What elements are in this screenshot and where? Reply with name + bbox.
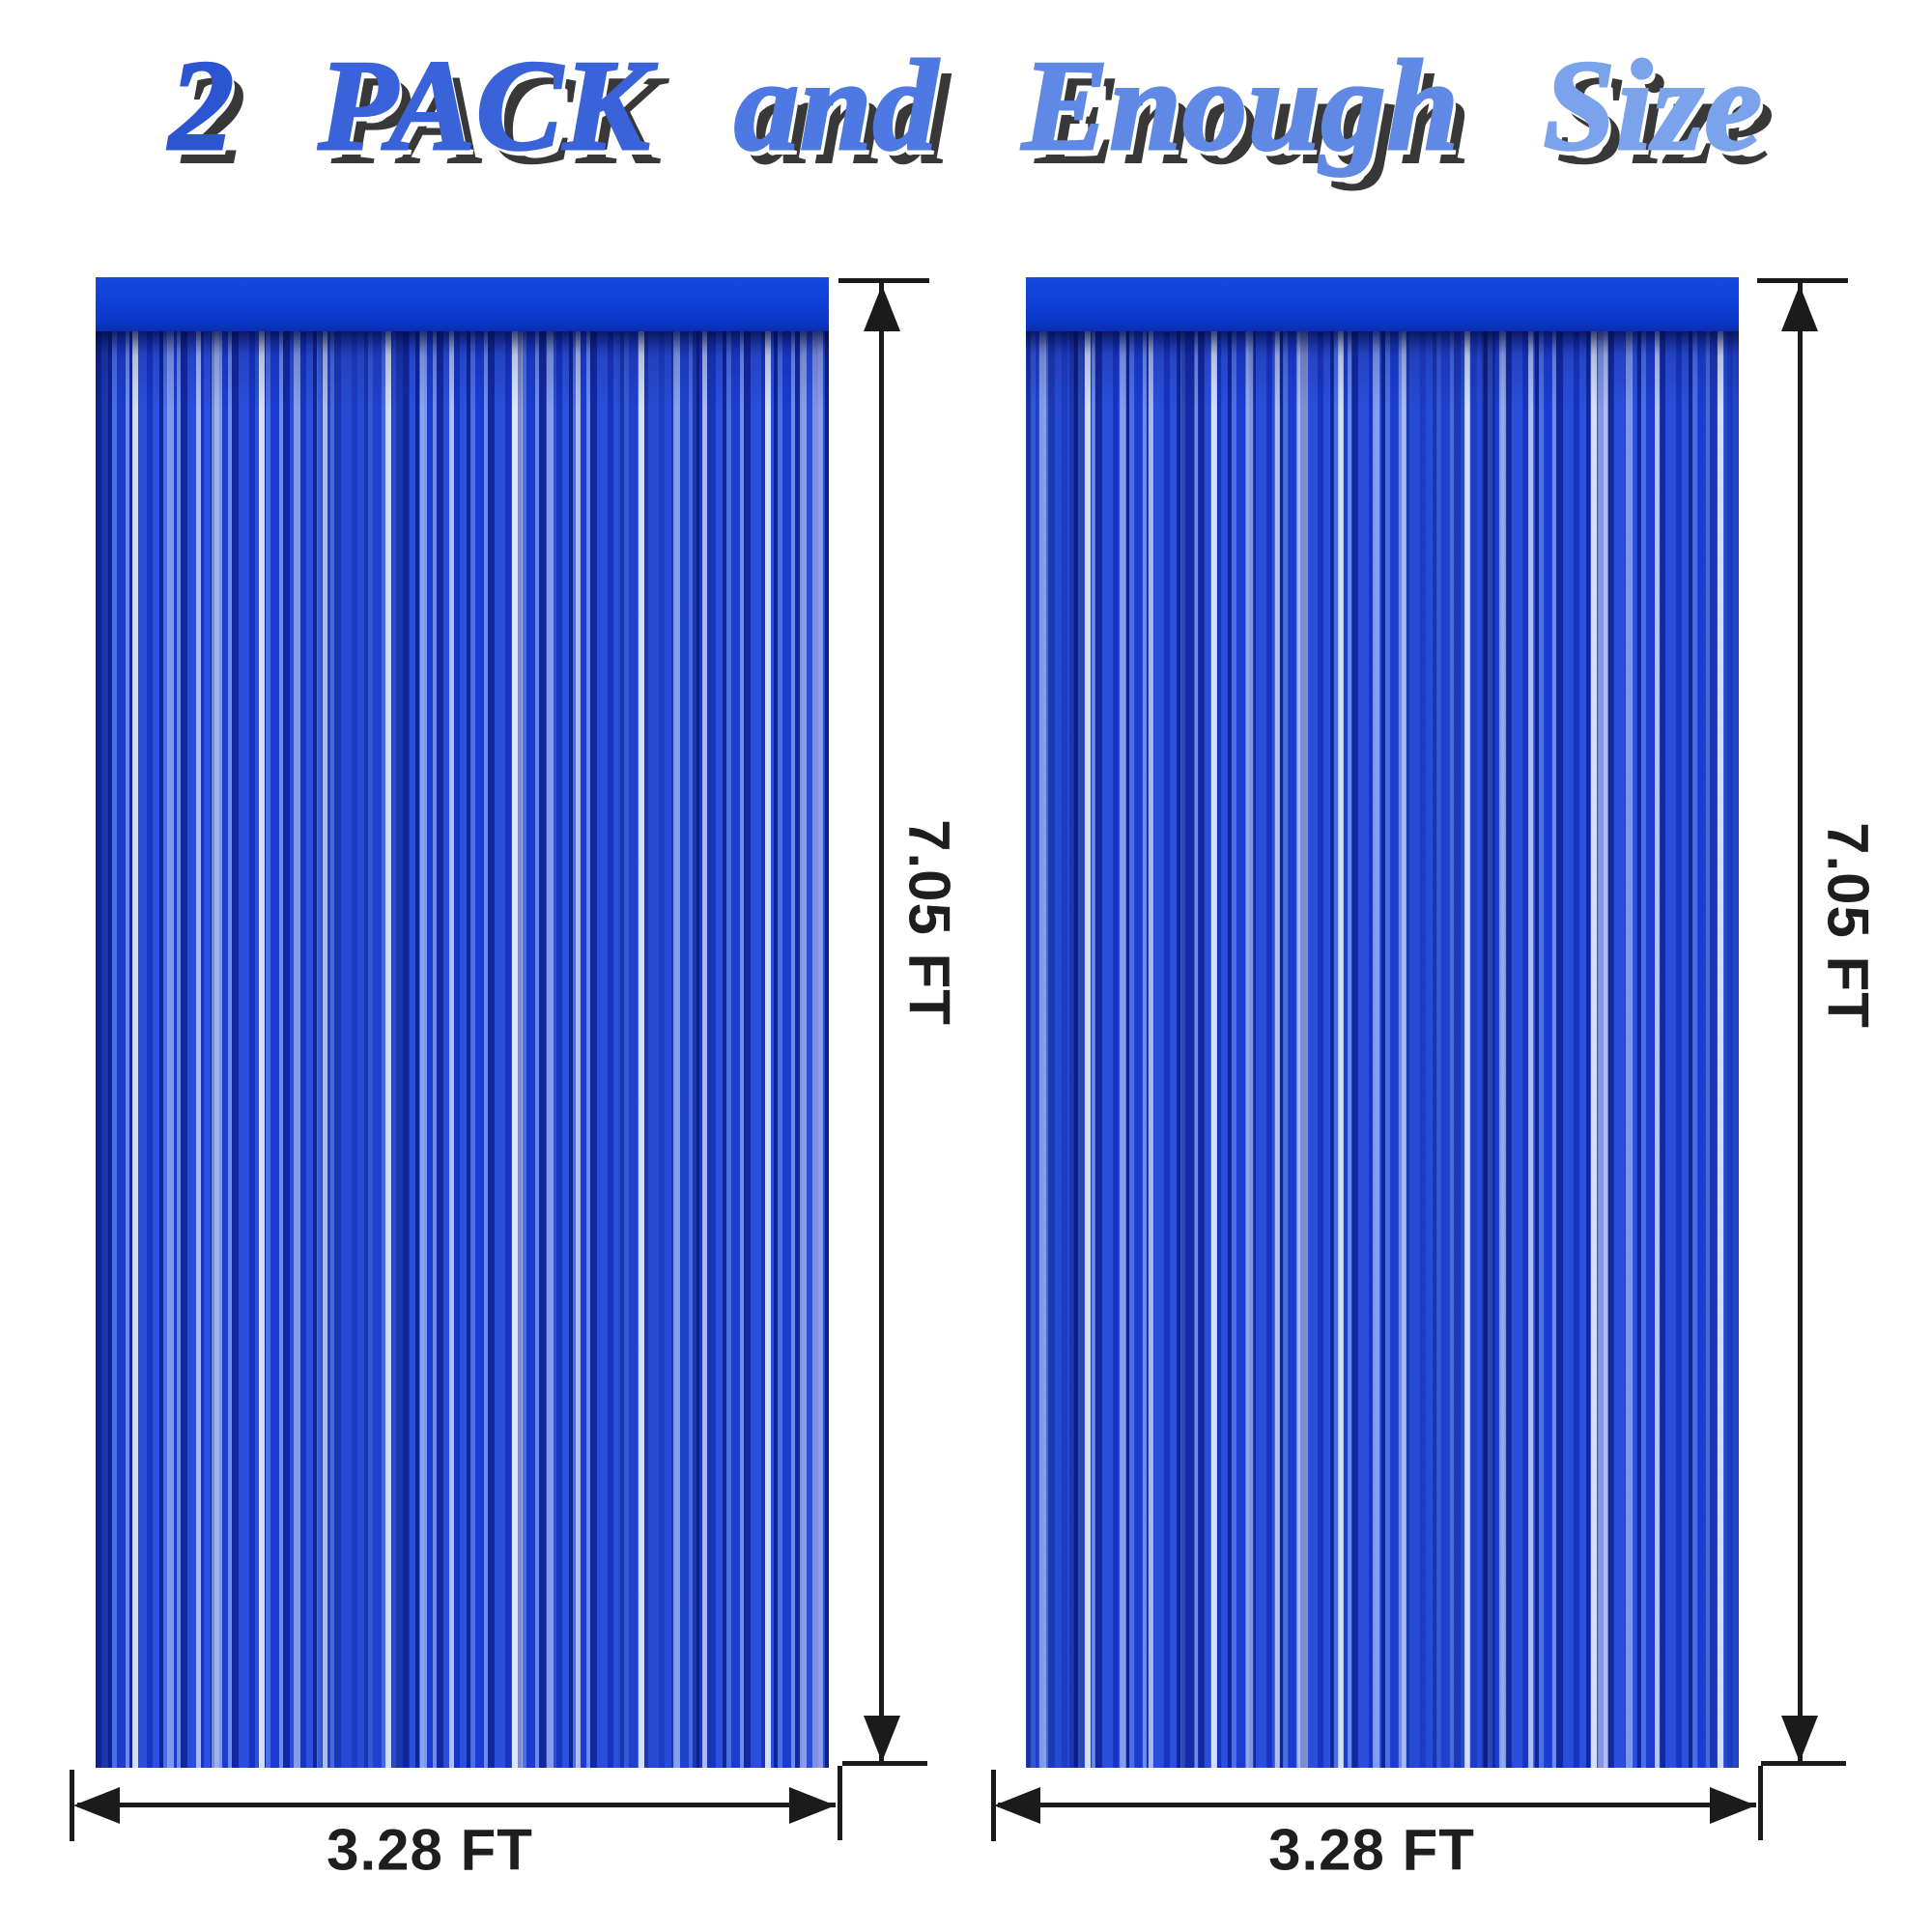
title-word-and: and [733,33,940,178]
height-dimension-top-cap-left [838,278,929,283]
arrow-right-icon [789,1787,836,1824]
width-dimension-left-extension-left [70,1770,74,1841]
width-dimension-left-extension-right [991,1770,996,1841]
page-title: 2 PACK and Enough Size [0,33,1932,178]
height-dimension-bottom-cap-left [842,1761,927,1766]
arrow-right-icon [1710,1787,1756,1824]
height-dimension-bottom-cap-right [1761,1761,1846,1766]
height-label-right: 7.05 FT [1815,822,1881,1029]
height-dimension-line-right [1798,282,1803,1763]
width-label-left: 3.28 FT [327,1817,533,1883]
title-word-pack-count: 2 [168,33,236,178]
title-word-enough: Enough [1021,33,1461,178]
arrow-down-icon [1781,1716,1818,1762]
width-dimension-line-right [998,1803,1756,1807]
height-label-left: 7.05 FT [896,819,962,1026]
curtain-right-header-bar [1026,277,1739,331]
foil-curtain-right [1026,277,1739,1768]
width-dimension-right-extension-right [1758,1766,1763,1840]
curtain-left-fringe [96,331,829,1768]
arrow-down-icon [864,1716,900,1762]
arrow-up-icon [864,285,900,331]
width-dimension-right-extension-left [838,1766,842,1840]
curtain-right-fringe [1026,331,1739,1768]
foil-curtain-left [96,277,829,1768]
curtain-left-header-bar [96,277,829,331]
width-dimension-line-left [77,1803,836,1807]
height-dimension-line-left [879,282,884,1763]
title-word-pack: PACK [317,33,651,178]
height-dimension-top-cap-right [1757,278,1848,283]
title-word-size: Size [1542,33,1763,178]
width-label-right: 3.28 FT [1268,1817,1475,1883]
arrow-left-icon [73,1787,120,1824]
arrow-up-icon [1781,285,1818,331]
arrow-left-icon [994,1787,1040,1824]
